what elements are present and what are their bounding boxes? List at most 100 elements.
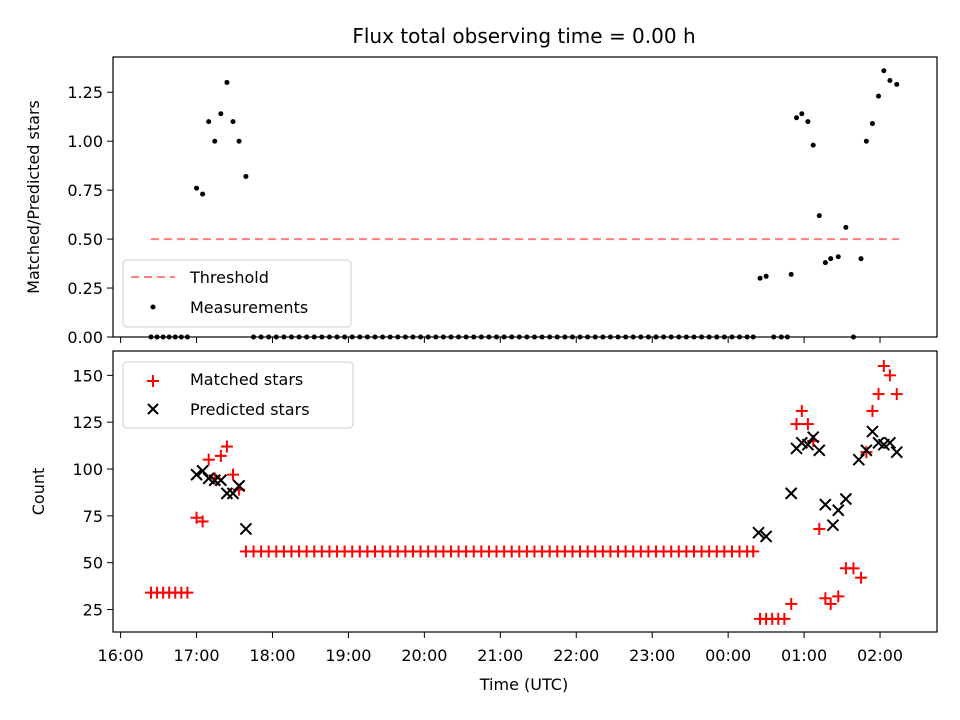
matched-star-point xyxy=(202,453,215,466)
ratio-y-axis-ticks: 0.00 0.25 0.50 0.75 1.00 1.25 xyxy=(67,83,113,347)
matched-star-point xyxy=(181,586,194,599)
measurement-point xyxy=(236,138,242,144)
measurement-point xyxy=(206,119,212,125)
predicted-star-point xyxy=(826,519,840,532)
count-x-tick-label: 16:00 xyxy=(98,646,144,665)
matched-star-point xyxy=(190,511,203,524)
count-x-tick-label: 18:00 xyxy=(249,646,295,665)
count-x-tick-label: 23:00 xyxy=(629,646,675,665)
predicted-star-point xyxy=(813,444,826,457)
count-x-tick-label: 17:00 xyxy=(173,646,219,665)
predicted-star-point xyxy=(232,479,246,493)
measurement-point xyxy=(843,224,849,230)
count-y-axis-label: Count xyxy=(29,468,48,516)
measurement-point xyxy=(887,77,893,83)
matched-star-point xyxy=(819,592,832,605)
count-x-tick-label: 00:00 xyxy=(705,646,751,665)
predicted-star-point xyxy=(214,474,228,487)
count-panel: 25 50 75 100 125 150 16:00 17:00 18:00 19:00 20:0… xyxy=(29,350,938,694)
matched-star-point xyxy=(832,590,845,603)
measurement-point xyxy=(863,138,869,144)
legend-threshold-label: Threshold xyxy=(189,268,269,287)
predicted-star-point xyxy=(196,464,209,478)
matched-star-point xyxy=(877,359,890,372)
matched-star-point xyxy=(795,404,808,417)
legend-matched-label: Matched stars xyxy=(190,370,303,389)
matched-star-point xyxy=(196,515,209,528)
ratio-y-tick-label: 0.50 xyxy=(67,230,103,249)
matched-star-point xyxy=(883,369,896,382)
measurement-point xyxy=(822,260,828,266)
ratio-x-axis-ticks xyxy=(120,337,881,343)
matched-star-point xyxy=(866,404,879,417)
count-x-axis-ticks: 16:00 17:00 18:00 19:00 20:00 21:00 22:00 23:00… xyxy=(98,632,903,665)
count-x-tick-label: 20:00 xyxy=(401,646,447,665)
predicted-star-point xyxy=(890,445,903,459)
count-y-tick-label: 50 xyxy=(83,554,103,573)
measurement-point xyxy=(794,115,800,121)
measurement-point xyxy=(894,81,900,87)
chart-title: Flux total observing time = 0.00 h xyxy=(352,24,695,48)
ratio-y-tick-label: 0.75 xyxy=(67,181,103,200)
matched-star-point xyxy=(214,449,227,462)
matched-star-point xyxy=(778,612,791,625)
measurement-point xyxy=(881,68,887,74)
ratio-legend: Threshold Measurements xyxy=(122,259,352,328)
measurement-point xyxy=(763,273,769,279)
ratio-legend-box xyxy=(122,259,352,328)
measurement-point xyxy=(810,142,816,148)
predicted-star-point xyxy=(226,487,240,500)
matched-star-point xyxy=(226,468,239,481)
matched-star-point xyxy=(872,388,885,401)
count-y-tick-label: 75 xyxy=(83,507,103,526)
measurement-point xyxy=(828,256,834,262)
measurement-point xyxy=(230,119,236,125)
count-y-tick-label: 100 xyxy=(72,460,103,479)
predicted-star-point xyxy=(866,425,879,438)
count-y-tick-label: 125 xyxy=(72,413,103,432)
measurement-point xyxy=(218,111,224,117)
ratio-y-axis-label: Matched/Predicted stars xyxy=(24,100,43,294)
ratio-panel: 0.00 0.25 0.50 0.75 1.00 1.25 Matched/Predict… xyxy=(24,56,938,347)
measurement-point xyxy=(212,138,218,144)
matched-star-point xyxy=(813,522,826,535)
count-y-axis-ticks: 25 50 75 100 125 150 xyxy=(72,366,113,620)
count-plot-frame xyxy=(112,350,938,633)
measurement-point xyxy=(757,275,763,281)
measurement-point xyxy=(224,79,230,85)
legend-predicted-label: Predicted stars xyxy=(190,400,310,419)
measurement-point xyxy=(799,111,805,117)
predicted-star-point xyxy=(807,430,820,444)
predicted-star-point xyxy=(239,522,253,536)
matched-star-point xyxy=(824,597,837,610)
predicted-star-point xyxy=(752,526,765,539)
legend-predicted-swatch xyxy=(147,403,159,415)
predicted-star-point xyxy=(839,492,853,506)
ratio-y-tick-label: 1.00 xyxy=(67,132,103,151)
count-x-tick-label: 19:00 xyxy=(325,646,371,665)
predicted-star-point xyxy=(832,504,845,517)
ratio-y-tick-label: 0.00 xyxy=(67,328,103,347)
count-x-tick-label: 22:00 xyxy=(553,646,599,665)
measurement-point xyxy=(858,256,864,262)
predicted-star-point xyxy=(819,498,832,511)
count-y-tick-label: 150 xyxy=(72,366,103,385)
legend-measurements-swatch xyxy=(150,304,156,310)
count-legend-box xyxy=(122,361,354,429)
predicted-star-point xyxy=(784,487,798,500)
predicted-star-point xyxy=(190,468,203,481)
predicted-star-point xyxy=(801,438,815,451)
measurement-point xyxy=(816,213,822,219)
matched-star-point xyxy=(801,418,814,431)
ratio-y-tick-label: 1.25 xyxy=(67,83,103,102)
count-y-tick-label: 25 xyxy=(83,601,103,620)
ratio-y-tick-label: 0.25 xyxy=(67,279,103,298)
matched-star-point xyxy=(847,562,860,575)
matched-star-point xyxy=(747,545,760,558)
predicted-star-point xyxy=(883,436,897,450)
predicted-star-point xyxy=(759,530,773,543)
measurement-point xyxy=(869,121,875,127)
matched-star-point xyxy=(855,571,868,584)
count-x-axis-label: Time (UTC) xyxy=(479,675,568,694)
